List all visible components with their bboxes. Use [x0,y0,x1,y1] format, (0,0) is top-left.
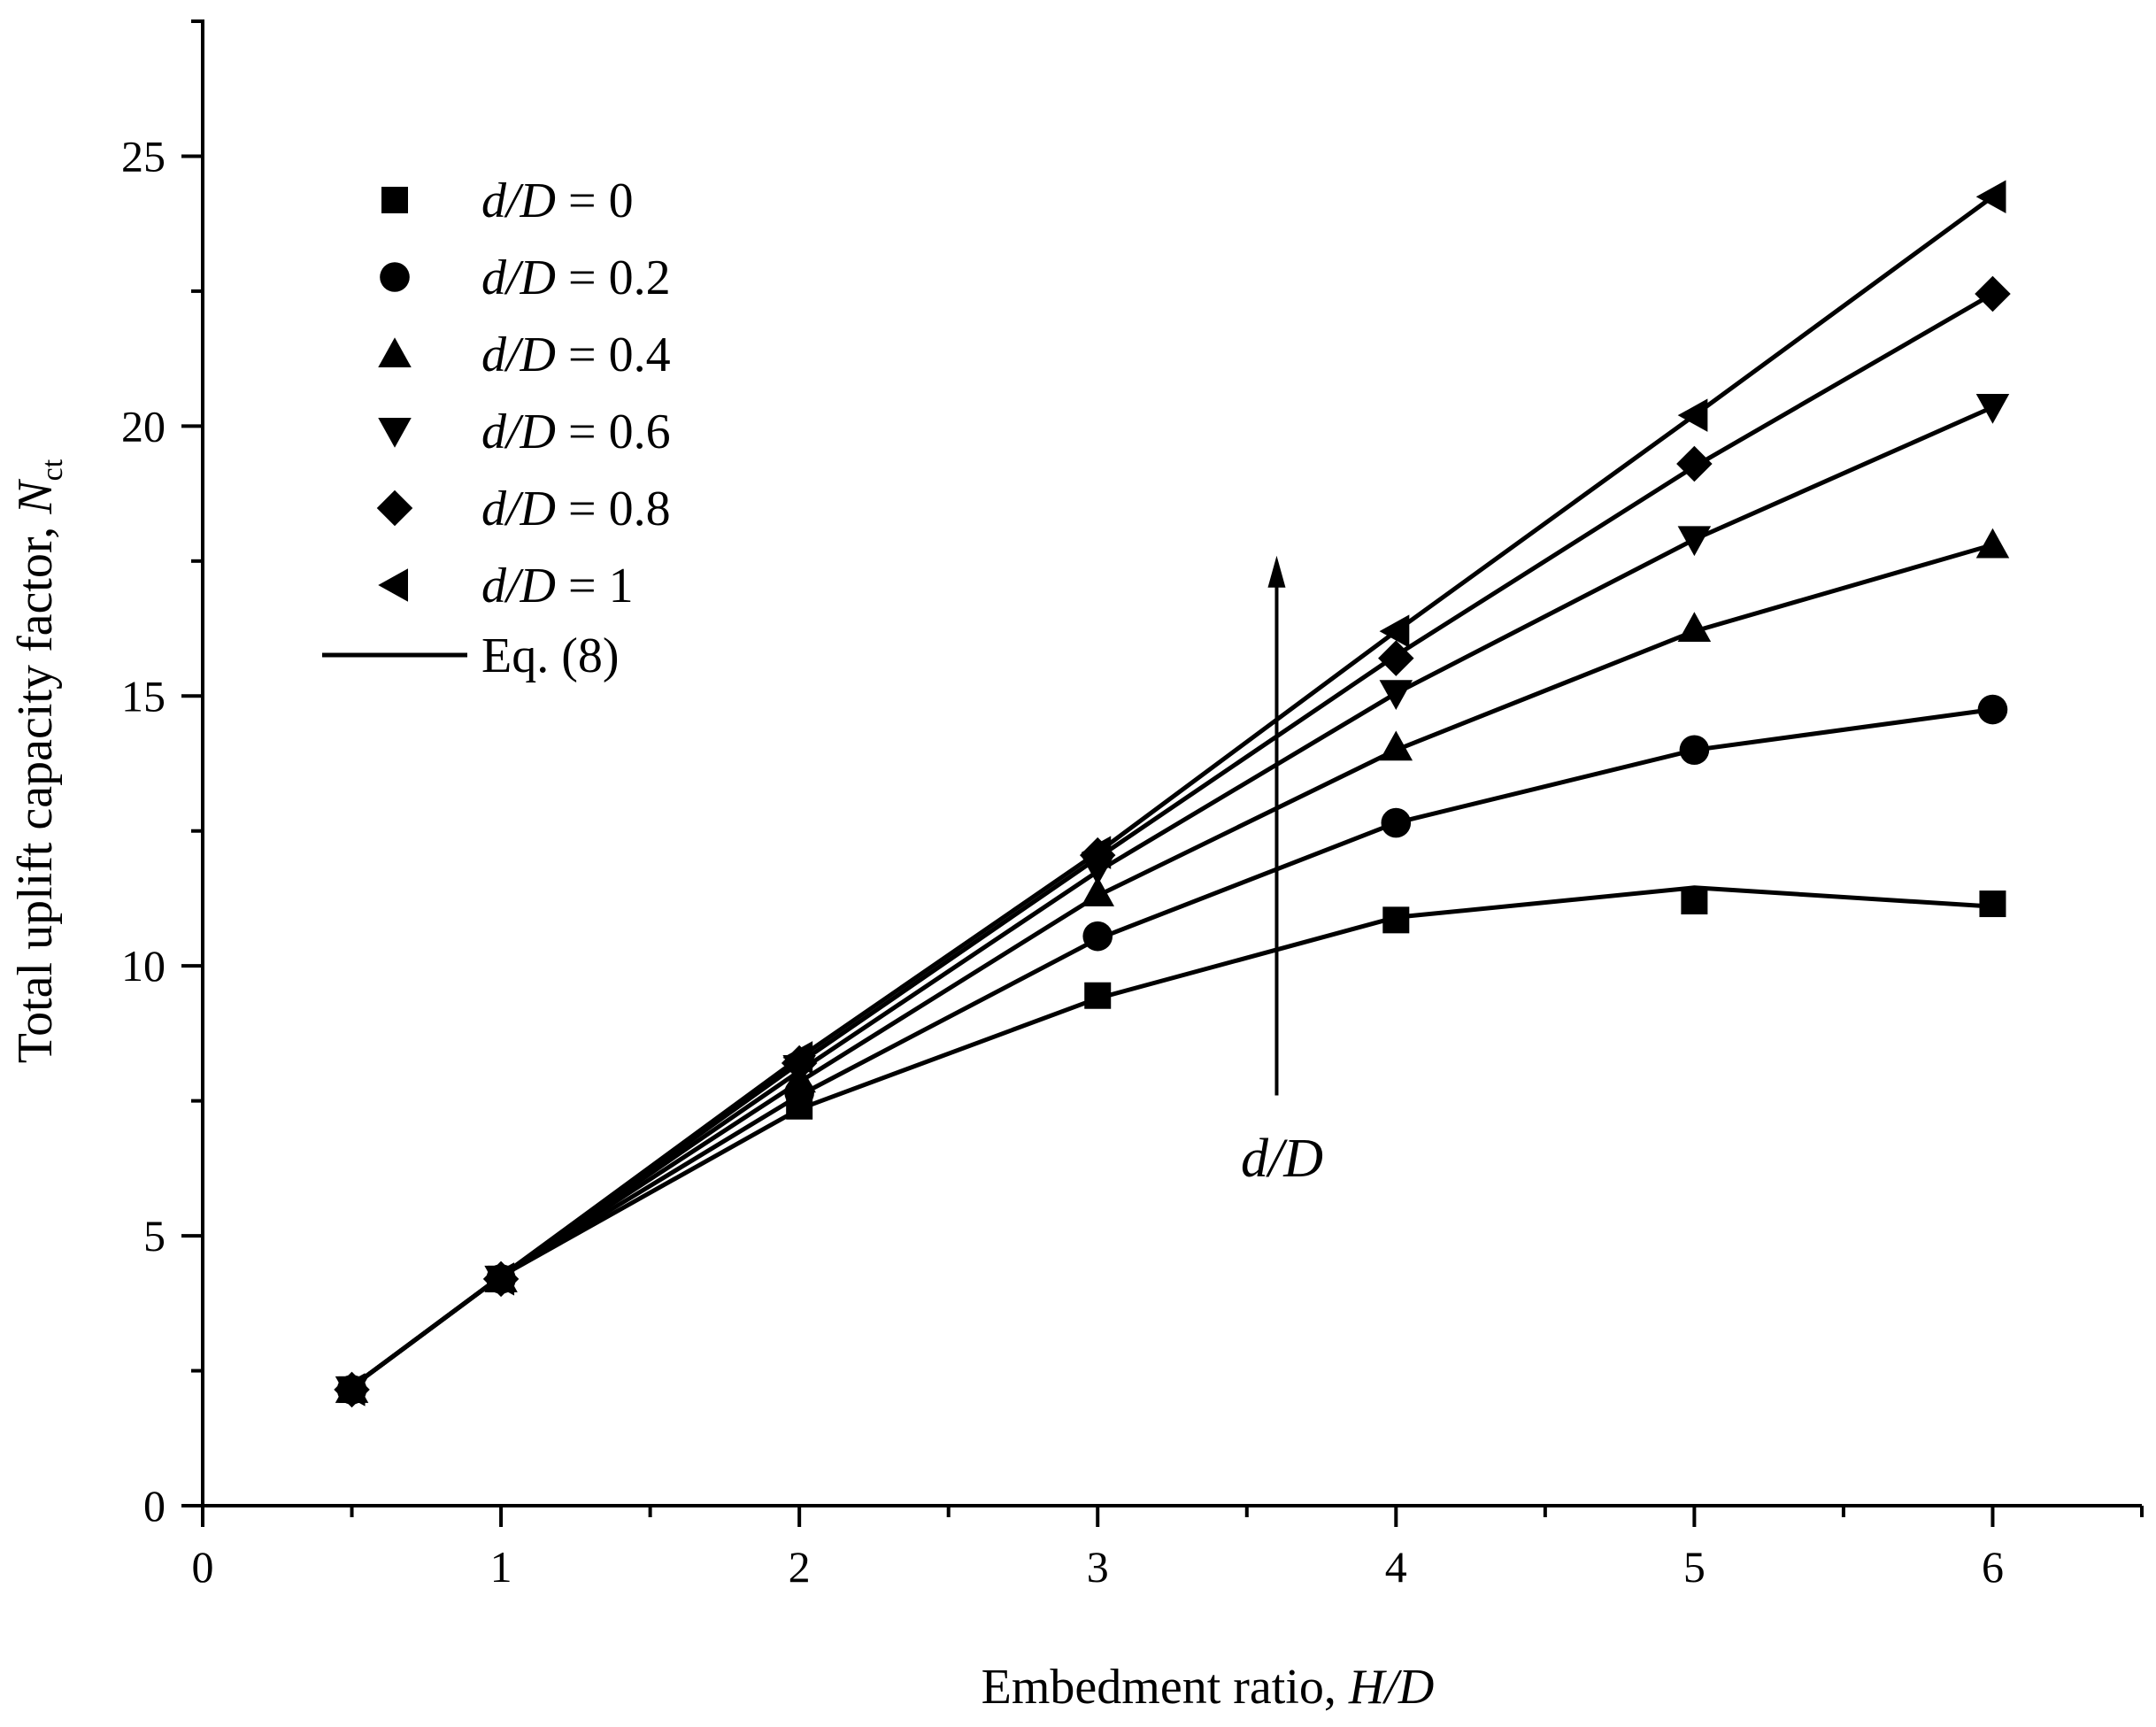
eq8-line-0 [350,885,1993,1389]
x-tick-label: 1 [490,1542,512,1592]
eq8-line-1 [350,707,1993,1389]
data-point-s5-p6 [1975,180,2006,213]
legend-marker-5 [378,568,408,602]
data-point-s0-p3 [1084,982,1112,1009]
legend-label-1: d/D = 0.2 [481,251,671,305]
data-point-s3-p4 [1379,680,1413,710]
data-point-s0-p6 [1979,890,2006,918]
data-point-s5-p2 [782,1041,813,1075]
data-point-s2-p4 [1379,730,1413,761]
data-point-s3-p5 [1677,526,1712,557]
y-tick-label: 5 [143,1211,166,1261]
x-axis-title: Embedment ratio, H/D [982,1660,1435,1715]
axes: 0 1 2 3 4 5 6 0 5 10 15 20 25 Embedment ratio, H/D Tot… [8,19,2144,1715]
legend: d/D = 0 d/D = 0.2 d/D = 0.4 d/D = 0.6 d/D = … [322,173,671,683]
x-tick-label: 3 [1087,1542,1109,1592]
legend-label-2: d/D = 0.4 [481,328,671,382]
legend-marker-4 [376,490,413,527]
data-point-s1-p3 [1082,921,1113,952]
data-point-s4-p6 [1975,275,2011,312]
data-point-s3-p6 [1975,394,2010,424]
data-point-s5-p1 [484,1262,515,1296]
legend-label-3: d/D = 0.6 [481,405,671,459]
annotation-arrow-head [1267,555,1286,588]
x-tick-label: 0 [192,1542,214,1592]
legend-label-4: d/D = 0.8 [481,482,671,536]
annotation: d/D [1241,555,1323,1189]
y-tick-label: 15 [121,671,166,721]
data-point-s2-p6 [1975,528,2010,559]
x-tick-label: 5 [1683,1542,1706,1592]
legend-label-eq8: Eq. (8) [481,628,620,683]
annotation-label: d/D [1241,1129,1323,1189]
data-point-s4-p5 [1676,445,1713,482]
y-tick-label: 0 [143,1481,166,1530]
y-tick-label: 25 [121,131,166,181]
data-point-s4-p4 [1378,640,1414,676]
x-tick-label: 4 [1385,1542,1407,1592]
data-point-s1-p6 [1977,694,2008,725]
y-tick-label: 20 [121,401,166,451]
legend-marker-0 [381,187,408,213]
legend-marker-1 [380,262,410,292]
data-point-s5-p3 [1081,836,1112,869]
legend-label-5: d/D = 1 [481,559,634,613]
eq8-line-3 [350,405,1994,1389]
data-point-s5-p0 [335,1373,366,1407]
legend-marker-2 [378,337,412,367]
data-point-s1-p5 [1679,735,1710,766]
y-tick-label: 10 [121,941,166,991]
x-tick-label: 2 [789,1542,811,1592]
legend-label-0: d/D = 0 [481,173,634,228]
data-point-s1-p4 [1381,807,1412,838]
y-axis-title: Total uplift capacity factor, Nct [8,459,69,1063]
data-point-s0-p5 [1681,888,1708,915]
data-point-s2-p3 [1081,876,1114,906]
data-markers [334,180,2011,1408]
legend-marker-3 [378,418,412,448]
data-point-s0-p4 [1382,906,1410,934]
data-point-s2-p5 [1677,612,1712,643]
x-tick-label: 6 [1982,1542,2004,1592]
data-point-s5-p4 [1379,614,1410,648]
data-point-s5-p5 [1677,398,1708,432]
